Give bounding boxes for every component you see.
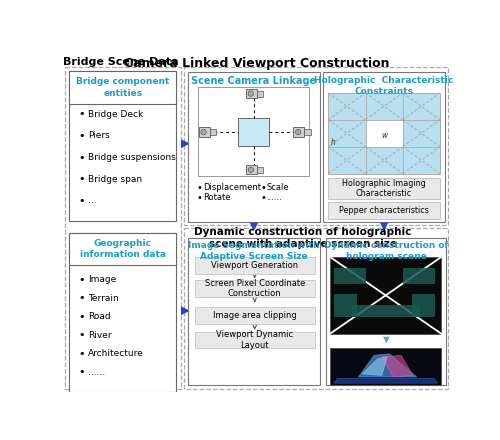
- Text: Holographic Imaging
Characteristic: Holographic Imaging Characteristic: [342, 179, 426, 198]
- Bar: [210, 129, 216, 135]
- Text: Image area clipping: Image area clipping: [213, 311, 296, 320]
- Bar: [246, 89, 257, 98]
- Bar: [199, 128, 210, 137]
- Text: Scene Camera Linkage: Scene Camera Linkage: [192, 76, 316, 86]
- Bar: [184, 228, 448, 389]
- Bar: [334, 268, 366, 284]
- Text: w: w: [381, 132, 387, 140]
- Text: •: •: [78, 196, 85, 205]
- Polygon shape: [362, 357, 387, 375]
- Circle shape: [248, 91, 254, 96]
- Text: Image Segmentation with
Adaptive Screen Size: Image Segmentation with Adaptive Screen …: [188, 241, 320, 261]
- Text: Architecture: Architecture: [88, 349, 144, 358]
- Bar: [70, 71, 176, 104]
- Text: River: River: [88, 331, 112, 340]
- Polygon shape: [358, 354, 416, 377]
- Text: Holographic  Characteristic
Constraints: Holographic Characteristic Constraints: [314, 76, 454, 96]
- Text: Road: Road: [88, 312, 110, 321]
- Text: •: •: [196, 183, 202, 193]
- Bar: [70, 233, 176, 265]
- Text: Dynamic construction of holographic
scene with adaptive screen size: Dynamic construction of holographic scen…: [194, 227, 412, 249]
- Bar: [323, 72, 446, 222]
- Text: ......: ......: [266, 193, 282, 202]
- Text: Bridge component
entities: Bridge component entities: [76, 77, 170, 98]
- Text: •: •: [78, 367, 85, 378]
- Bar: [195, 280, 315, 297]
- Bar: [330, 348, 442, 385]
- Bar: [412, 294, 436, 317]
- Bar: [326, 238, 446, 385]
- Bar: [304, 129, 310, 135]
- Bar: [195, 307, 315, 324]
- Bar: [198, 88, 309, 176]
- Text: Geographic
information data: Geographic information data: [80, 239, 166, 259]
- Text: Rotate: Rotate: [203, 193, 230, 202]
- Bar: [195, 257, 315, 274]
- Text: •: •: [78, 293, 85, 304]
- Text: Image: Image: [88, 275, 117, 284]
- Text: •: •: [260, 183, 266, 193]
- Bar: [328, 177, 440, 199]
- Bar: [257, 167, 263, 173]
- Bar: [257, 91, 263, 97]
- Text: h: h: [330, 139, 336, 147]
- Text: Screen Pixel Coordinate
Construction: Screen Pixel Coordinate Construction: [204, 279, 305, 298]
- Bar: [184, 66, 448, 224]
- Text: Camera Linked Viewport Construction: Camera Linked Viewport Construction: [124, 57, 389, 70]
- Text: •: •: [78, 312, 85, 322]
- Bar: [238, 118, 270, 146]
- Text: •: •: [260, 193, 266, 202]
- Bar: [366, 120, 403, 147]
- Text: Pepper characteristics: Pepper characteristics: [339, 206, 429, 215]
- Text: •: •: [78, 174, 85, 184]
- Text: •: •: [196, 193, 202, 202]
- Circle shape: [296, 129, 301, 135]
- Circle shape: [201, 129, 206, 135]
- Bar: [334, 294, 357, 317]
- Bar: [328, 202, 440, 219]
- Bar: [65, 66, 181, 389]
- Bar: [402, 268, 436, 284]
- Text: •: •: [78, 330, 85, 341]
- Text: ...: ...: [88, 196, 96, 205]
- Text: ......: ......: [88, 368, 106, 377]
- Bar: [246, 165, 257, 174]
- Text: Terrain: Terrain: [88, 294, 119, 303]
- Polygon shape: [382, 356, 413, 377]
- Text: Bridge Deck: Bridge Deck: [88, 110, 144, 119]
- Bar: [328, 93, 440, 174]
- Bar: [352, 304, 420, 317]
- Text: Scale: Scale: [266, 183, 289, 192]
- Text: •: •: [78, 110, 85, 119]
- Text: Bridge suspensions: Bridge suspensions: [88, 153, 176, 162]
- Text: Piers: Piers: [88, 132, 110, 140]
- Text: Bridge span: Bridge span: [88, 175, 142, 183]
- Bar: [188, 72, 320, 222]
- Bar: [70, 71, 176, 221]
- Bar: [330, 257, 442, 334]
- Circle shape: [248, 167, 254, 172]
- Text: Viewport Dynamic
Layout: Viewport Dynamic Layout: [216, 330, 294, 350]
- Bar: [70, 233, 176, 392]
- Text: •: •: [78, 153, 85, 162]
- Bar: [195, 332, 315, 348]
- Polygon shape: [334, 378, 438, 383]
- Text: Bridge Scene Data: Bridge Scene Data: [63, 57, 178, 67]
- Bar: [294, 128, 304, 137]
- Text: Displacement: Displacement: [203, 183, 261, 192]
- Text: Viewport Generation: Viewport Generation: [211, 261, 298, 270]
- Bar: [188, 238, 320, 385]
- Text: •: •: [78, 131, 85, 141]
- Text: •: •: [78, 275, 85, 285]
- Text: •: •: [78, 349, 85, 359]
- Text: Dynamic construction of
hologram scene: Dynamic construction of hologram scene: [324, 241, 448, 261]
